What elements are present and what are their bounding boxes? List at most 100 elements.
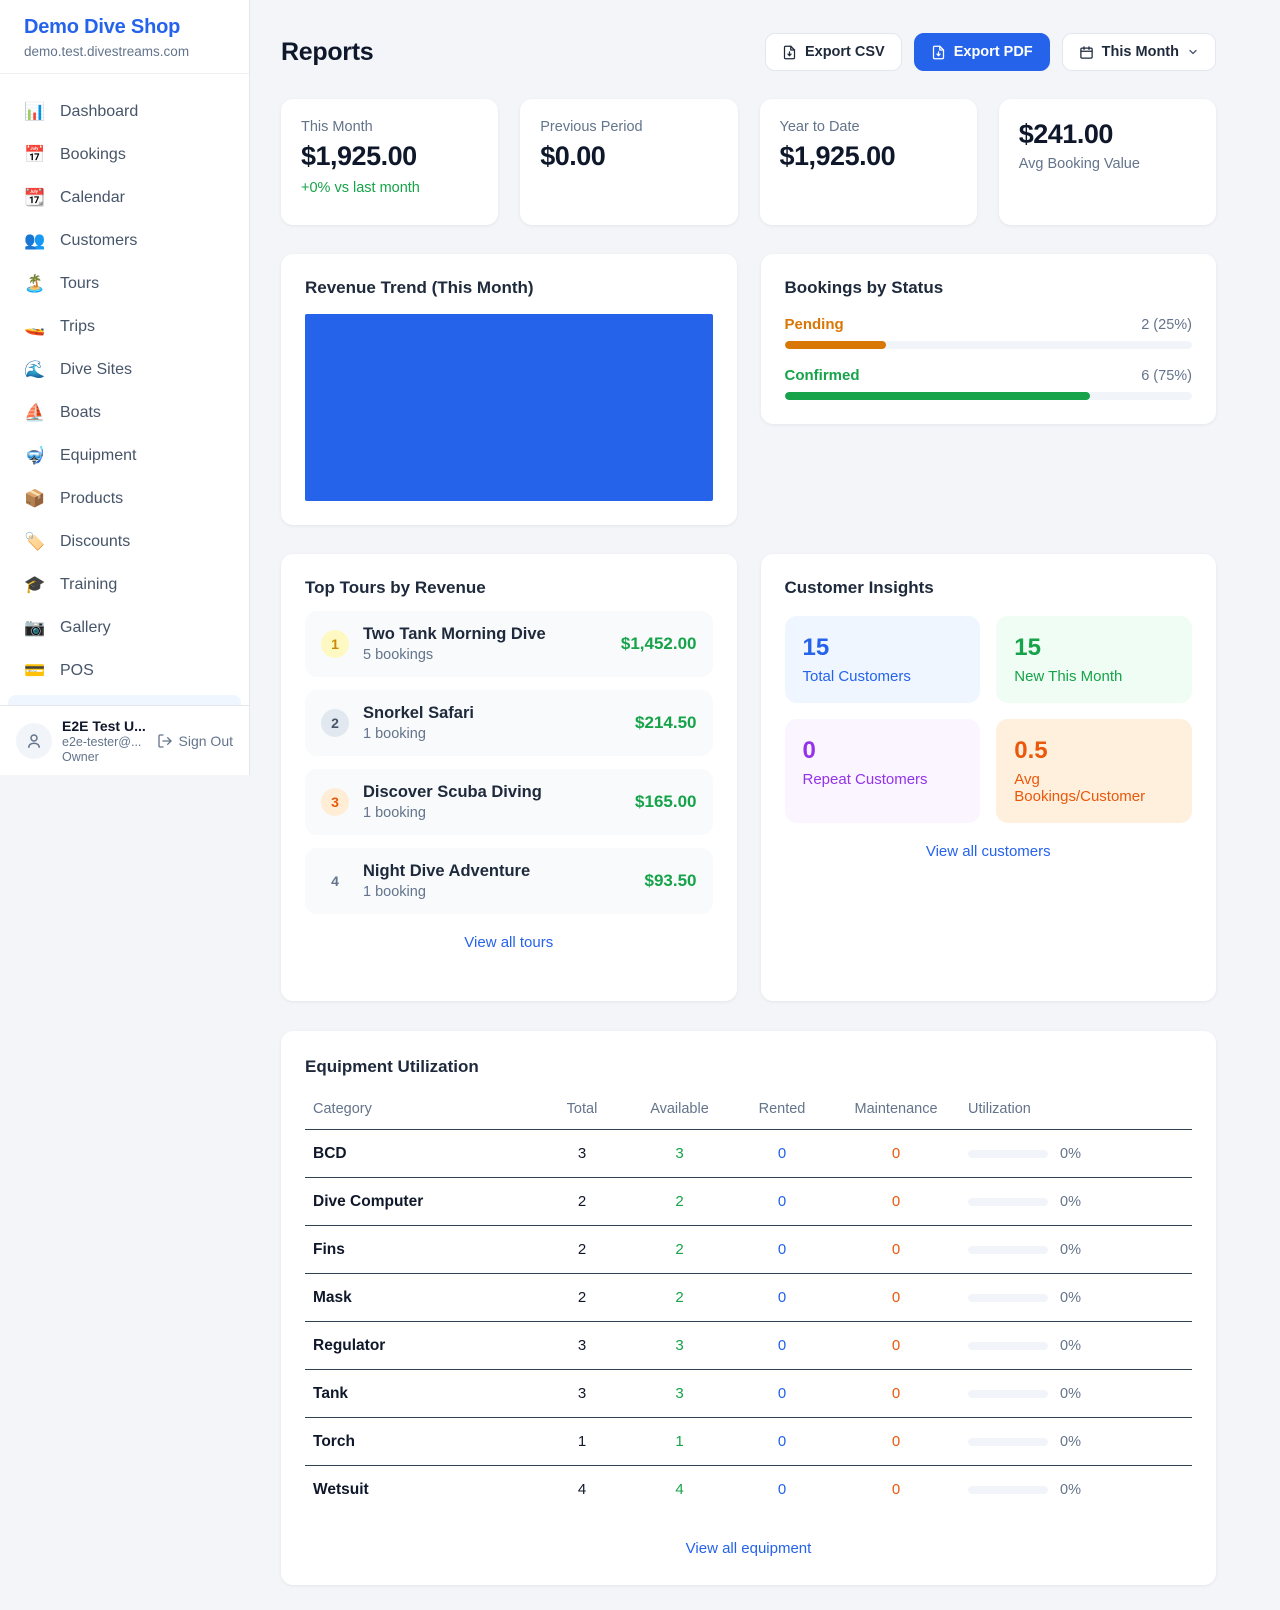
table-row: Mask 2 2 0 0 0% xyxy=(305,1273,1192,1322)
calendar-icon xyxy=(1079,45,1093,59)
cell-available: 4 xyxy=(675,1481,684,1499)
tour-name: Two Tank Morning Dive xyxy=(363,625,546,643)
cell-category: Torch xyxy=(305,1417,537,1466)
sidebar-item-reports-partial[interactable] xyxy=(8,695,241,705)
column-header-category: Category xyxy=(305,1091,537,1130)
sidebar-item-equipment[interactable]: 🤿 Equipment xyxy=(8,434,241,477)
sidebar-item-bookings[interactable]: 📅 Bookings xyxy=(8,133,241,176)
stat-label: Year to Date xyxy=(779,119,860,135)
sidebar-item-label: Trips xyxy=(60,317,95,335)
insight-label: Repeat Customers xyxy=(802,771,928,788)
status-row-confirmed: Confirmed 6 (75%) xyxy=(784,367,1192,400)
period-select[interactable]: This Month xyxy=(1061,33,1216,71)
tour-row: 4 Night Dive Adventure 1 booking $93.50 xyxy=(305,848,713,914)
cell-category: BCD xyxy=(305,1129,537,1178)
cell-available: 1 xyxy=(627,1417,732,1466)
sidebar-nav: 📊 Dashboard 📅 Bookings 📆 Calendar 👥 Customer… xyxy=(0,74,249,705)
status-label: Pending xyxy=(784,316,844,333)
cell-rented: 0 xyxy=(732,1225,832,1274)
cell-available: 3 xyxy=(627,1369,732,1418)
view-all-customers-link[interactable]: View all customers xyxy=(925,843,1051,860)
sidebar-item-discounts[interactable]: 🏷️ Discounts xyxy=(8,520,241,563)
customer-insights-card: Customer Insights 15 Total Customers 15 … xyxy=(760,554,1216,1001)
sidebar-item-dashboard[interactable]: 📊 Dashboard xyxy=(8,90,241,133)
sign-out-button[interactable]: Sign Out xyxy=(157,733,233,749)
sidebar-item-customers[interactable]: 👥 Customers xyxy=(8,219,241,262)
cell-rented: 0 xyxy=(732,1369,832,1418)
cell-maintenance: 0 xyxy=(891,1481,901,1499)
top-tours-card: Top Tours by Revenue 1 Two Tank Morning … xyxy=(281,554,737,1001)
utilization-bar xyxy=(968,1149,1048,1158)
insight-label: Avg Bookings/Customer xyxy=(1014,771,1146,805)
cell-utilization: 0% xyxy=(960,1417,1192,1466)
cell-available: 2 xyxy=(627,1177,732,1226)
utilization-bar xyxy=(968,1245,1048,1254)
sidebar-item-label: POS xyxy=(60,661,94,679)
sidebar-item-label: Products xyxy=(60,489,124,507)
bookings-by-status-card: Bookings by Status Pending 2 (25%) Confi… xyxy=(760,254,1216,424)
insight-grid: 15 Total Customers 15 New This Month 0 R… xyxy=(784,616,1192,823)
utilization-percent: 0% xyxy=(1060,1337,1081,1354)
stat-label: Previous Period xyxy=(540,119,643,135)
revenue-trend-title: Revenue Trend (This Month) xyxy=(305,278,534,297)
rank-badge: 3 xyxy=(321,788,349,816)
dashboard-icon: 📊 xyxy=(24,101,46,121)
utilization-percent: 0% xyxy=(1060,1145,1081,1162)
cell-rented: 0 xyxy=(777,1481,787,1499)
sidebar-item-label: Dive Sites xyxy=(60,360,133,378)
rank-badge: 1 xyxy=(321,630,349,658)
utilization-percent: 0% xyxy=(1060,1289,1081,1306)
sidebar-item-calendar[interactable]: 📆 Calendar xyxy=(8,176,241,219)
export-csv-button[interactable]: Export CSV xyxy=(764,33,902,71)
view-all-tours-link[interactable]: View all tours xyxy=(464,934,554,951)
sidebar-item-tours[interactable]: 🏝️ Tours xyxy=(8,262,241,305)
insight-tile-total-customers: 15 Total Customers xyxy=(784,616,981,703)
page-header: Reports Export CSV Export PDF This Month xyxy=(281,33,1216,71)
sidebar-item-pos[interactable]: 💳 POS xyxy=(8,649,241,692)
view-all-equipment-link[interactable]: View all equipment xyxy=(685,1539,812,1557)
sidebar-item-label: Discounts xyxy=(60,532,131,550)
column-header-rented: Rented xyxy=(732,1091,832,1130)
cell-category: Tank xyxy=(305,1369,537,1418)
sidebar-item-dive-sites[interactable]: 🌊 Dive Sites xyxy=(8,348,241,391)
status-bar-track xyxy=(784,341,1192,349)
cell-rented: 0 xyxy=(732,1273,832,1322)
file-download-icon xyxy=(783,45,796,59)
sidebar-item-boats[interactable]: ⛵ Boats xyxy=(8,391,241,434)
insight-tile-new-this-month: 15 New This Month xyxy=(996,616,1192,703)
revenue-trend-card: Revenue Trend (This Month) xyxy=(281,254,737,525)
table-row: Tank 3 3 0 0 0% xyxy=(305,1369,1192,1418)
tour-amount: $165.00 xyxy=(635,792,697,811)
insight-label: Total Customers xyxy=(802,668,911,685)
table-row: Torch 1 1 0 0 0% xyxy=(305,1417,1192,1466)
cell-total: 2 xyxy=(537,1273,627,1322)
user-meta: E2E Test U... e2e-tester@... Owner xyxy=(62,718,147,764)
equipment-table: Category Total Available Rented Maintena… xyxy=(305,1091,1192,1514)
cell-available: 2 xyxy=(627,1273,732,1322)
stat-label: Avg Booking Value xyxy=(1018,156,1140,172)
camera-icon: 📷 xyxy=(24,617,46,637)
cell-total: 2 xyxy=(537,1177,627,1226)
sidebar-item-gallery[interactable]: 📷 Gallery xyxy=(8,606,241,649)
cell-maintenance: 0 xyxy=(832,1129,960,1178)
cell-maintenance: 0 xyxy=(832,1273,960,1322)
utilization-percent: 0% xyxy=(1060,1481,1081,1498)
rank-badge: 2 xyxy=(321,709,349,737)
avatar xyxy=(16,722,52,759)
cell-maintenance: 0 xyxy=(832,1225,960,1274)
sidebar-item-label: Tours xyxy=(60,274,100,292)
insight-tile-repeat-customers: 0 Repeat Customers xyxy=(784,719,981,823)
cell-category: Fins xyxy=(305,1225,537,1274)
person-icon xyxy=(28,733,40,748)
stat-card-previous-period: Previous Period $0.00 xyxy=(520,99,738,225)
sidebar-item-trips[interactable]: 🚤 Trips xyxy=(8,305,241,348)
cell-total: 4 xyxy=(577,1481,587,1499)
cell-maintenance: 0 xyxy=(832,1177,960,1226)
people-icon: 👥 xyxy=(24,230,46,250)
sidebar-item-products[interactable]: 📦 Products xyxy=(8,477,241,520)
island-icon: 🏝️ xyxy=(24,273,46,293)
sidebar-item-training[interactable]: 🎓 Training xyxy=(8,563,241,606)
export-pdf-button[interactable]: Export PDF xyxy=(913,33,1050,71)
file-download-icon xyxy=(932,45,944,59)
utilization-percent: 0% xyxy=(1060,1193,1081,1210)
